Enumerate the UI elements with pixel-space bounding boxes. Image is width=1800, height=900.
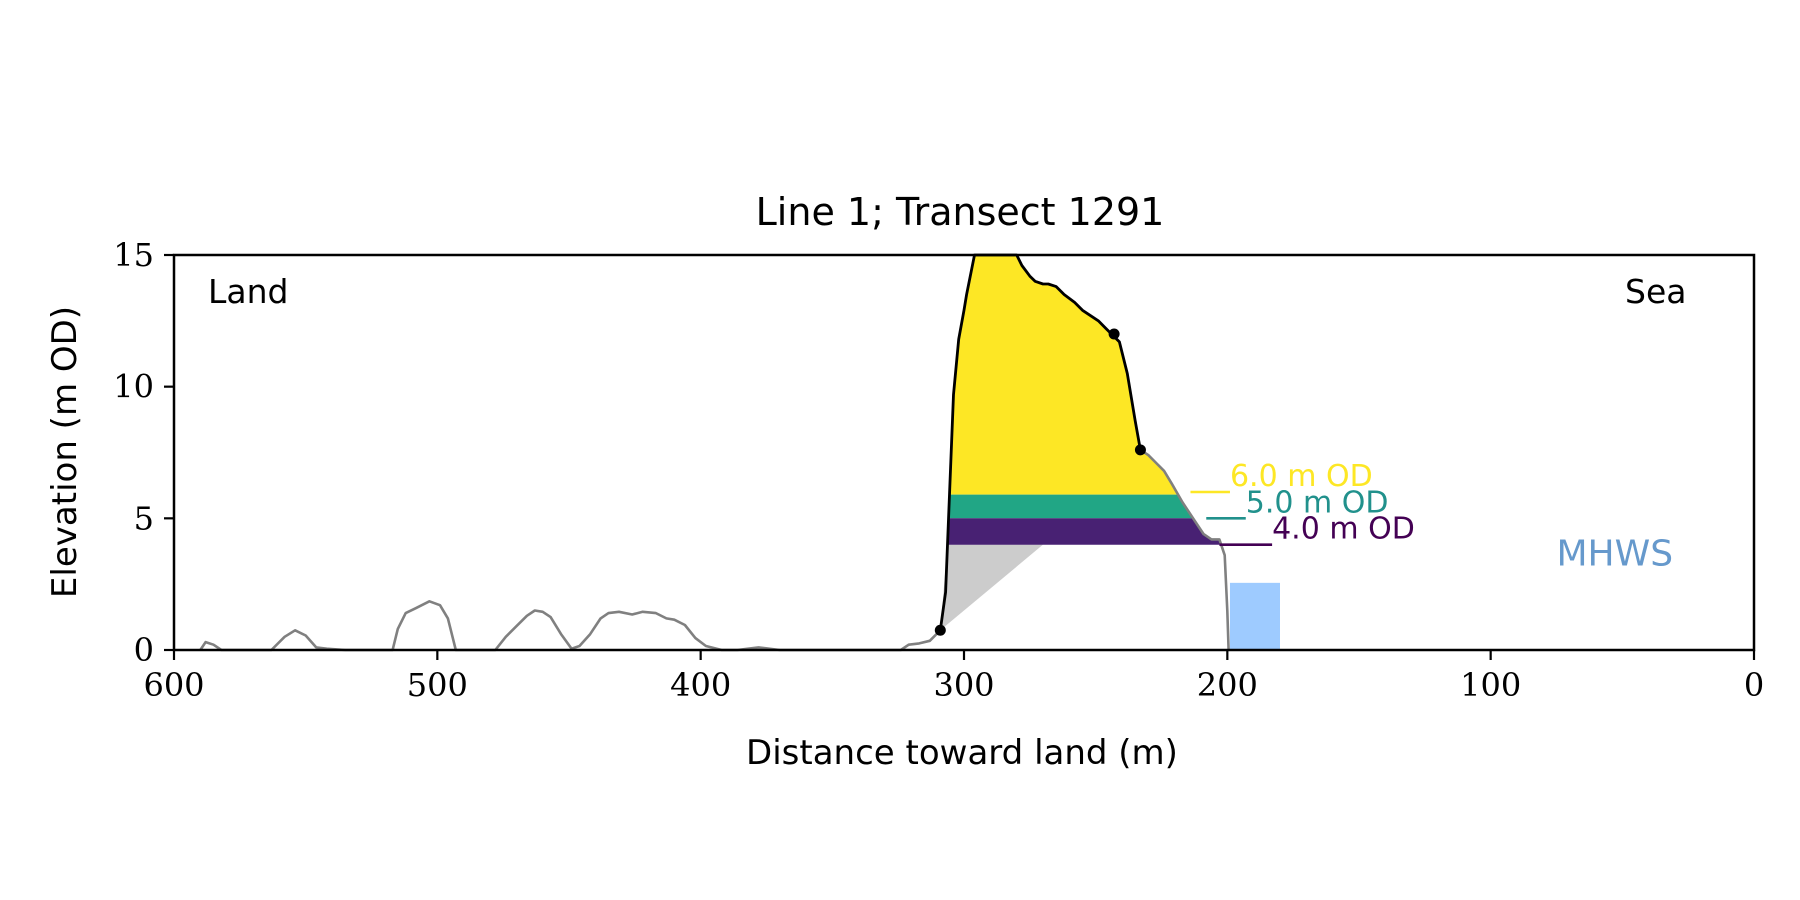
x-axis-label: Distance toward land (m) bbox=[746, 733, 1178, 773]
profile-marker bbox=[1134, 444, 1146, 456]
land-label: Land bbox=[208, 272, 288, 311]
y-tick-label: 15 bbox=[113, 236, 154, 274]
x-tick-label: 0 bbox=[1744, 666, 1764, 704]
y-axis-ticks: 0 5 10 15 bbox=[113, 236, 174, 669]
plot-area: MHWS 6.0 m OD5.0 m OD4.0 m OD bbox=[199, 253, 1674, 652]
x-tick-label: 500 bbox=[407, 666, 468, 704]
cliff-profile-line bbox=[938, 253, 1142, 631]
x-tick-label: 100 bbox=[1460, 666, 1521, 704]
y-tick-label: 5 bbox=[134, 499, 154, 537]
y-tick-label: 10 bbox=[113, 368, 154, 406]
profile-marker bbox=[934, 624, 946, 636]
ground-profile-line bbox=[199, 599, 942, 652]
x-tick-label: 400 bbox=[670, 666, 731, 704]
x-axis-ticks: 600 500 400 300 200 100 0 bbox=[143, 650, 1764, 704]
band-4m bbox=[947, 518, 1222, 545]
y-tick-label: 0 bbox=[134, 631, 154, 669]
y-axis-label: Elevation (m OD) bbox=[45, 306, 85, 598]
band-6m bbox=[945, 255, 1179, 593]
mhws-bar bbox=[1229, 582, 1280, 650]
level-label-5: 5.0 m OD bbox=[1246, 485, 1389, 520]
talus-wedge bbox=[940, 544, 1043, 631]
chart-title: Line 1; Transect 1291 bbox=[756, 190, 1165, 234]
sea-label: Sea bbox=[1625, 272, 1686, 311]
level-label-4: 4.0 m OD bbox=[1272, 512, 1415, 547]
x-tick-label: 600 bbox=[143, 666, 204, 704]
mhws-label: MHWS bbox=[1557, 534, 1674, 575]
x-tick-label: 200 bbox=[1197, 666, 1258, 704]
x-tick-label: 300 bbox=[933, 666, 994, 704]
level-label-6: 6.0 m OD bbox=[1230, 459, 1373, 494]
band-5m bbox=[948, 494, 1194, 519]
toe-profile-line bbox=[1139, 448, 1230, 651]
profile-marker bbox=[1108, 328, 1120, 340]
